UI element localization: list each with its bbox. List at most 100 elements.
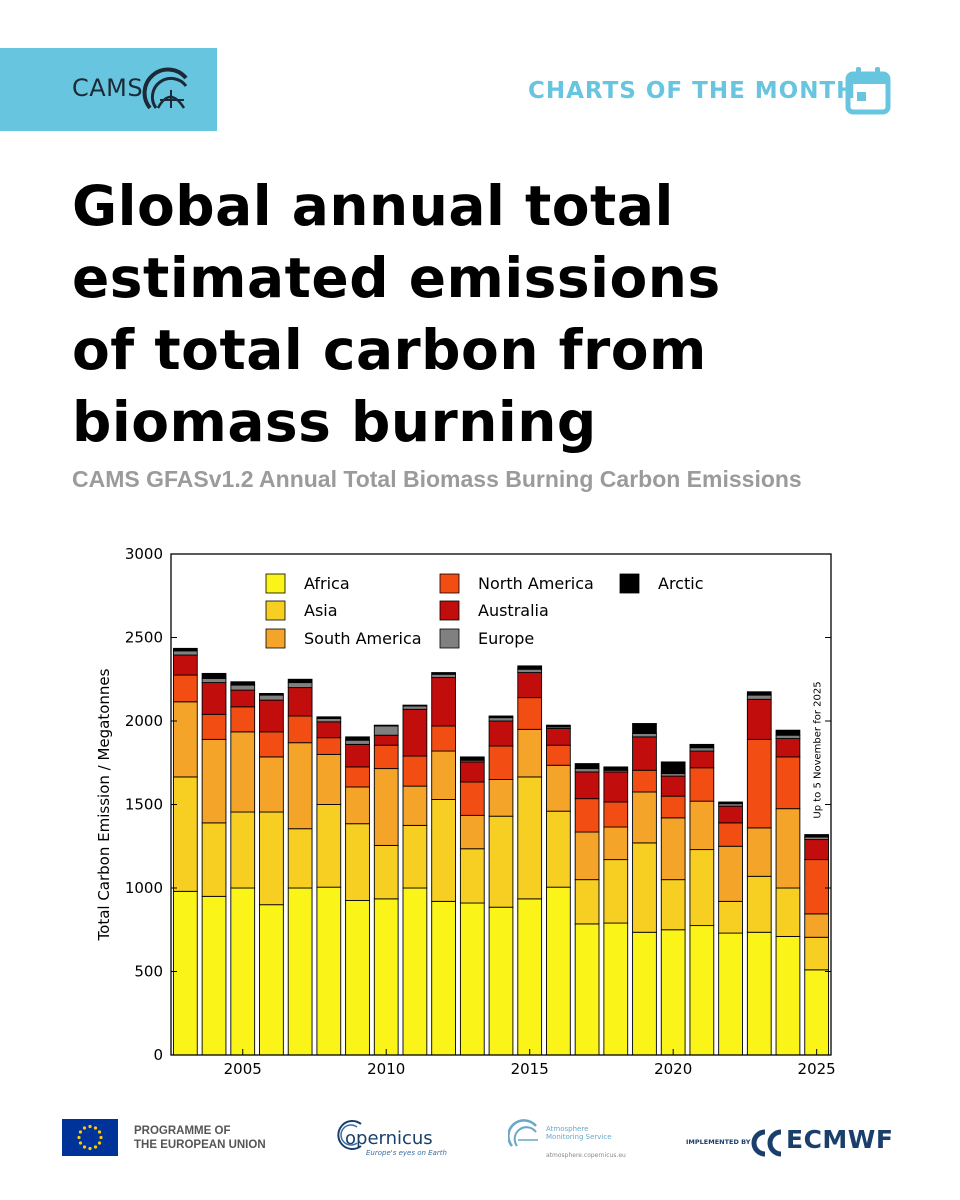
bar-segment — [517, 728, 543, 778]
bar-segment — [316, 737, 342, 755]
bar-segment — [172, 647, 198, 652]
bar-segment — [230, 811, 256, 889]
bar-segment — [488, 745, 514, 780]
bar-segment — [431, 725, 456, 752]
bar-segment — [488, 815, 514, 908]
bar-segment — [689, 750, 715, 769]
eu-star — [88, 1146, 92, 1151]
eu-star — [78, 1141, 83, 1145]
bar-segment — [718, 845, 743, 902]
bar-segment — [259, 811, 284, 906]
bar-segment — [488, 778, 514, 817]
implemented-by-label: IMPLEMENTED BY — [686, 1138, 751, 1146]
bar-segment — [574, 879, 600, 925]
legend-label: North America — [478, 574, 594, 593]
bar-segment — [546, 764, 571, 812]
bar-segment — [488, 715, 514, 719]
bar-segment — [804, 969, 830, 1056]
bar-segment — [316, 718, 342, 723]
legend-swatch — [439, 628, 460, 649]
bar-segment — [689, 743, 715, 749]
legend-label: Europe — [478, 629, 534, 648]
page-title: Global annual total estimated emissions … — [72, 170, 772, 458]
bar-segment — [775, 738, 801, 758]
bar-segment — [546, 810, 571, 888]
bar-segment — [259, 699, 284, 733]
bar-segment — [345, 900, 370, 1056]
bar-segment — [431, 750, 456, 800]
bar-segment — [546, 724, 571, 728]
bar-segment — [373, 744, 399, 770]
eu-star — [99, 1135, 103, 1140]
bar-segment — [287, 887, 313, 1056]
ecmwf-wordmark: ECMWF — [786, 1125, 894, 1154]
bar-segment — [517, 776, 543, 900]
bar-segment — [517, 668, 543, 674]
bar-segment — [603, 922, 629, 1056]
bar-segment — [746, 694, 772, 700]
bar-segment — [603, 859, 629, 924]
bar-segment — [402, 755, 428, 787]
x-tick-label: 2010 — [367, 1060, 405, 1078]
bar-segment — [316, 721, 342, 739]
title-line-3: of total carbon from — [72, 318, 707, 382]
bar-segment — [632, 791, 657, 844]
bar-segment — [775, 808, 801, 889]
bar-segment — [632, 723, 657, 734]
bar-segment — [775, 887, 801, 937]
cams-logo-box — [0, 48, 217, 131]
bar-segment — [172, 654, 198, 676]
bar-segment — [660, 879, 686, 931]
bar-segment — [172, 650, 198, 656]
bar-segment — [689, 767, 715, 802]
bar-segment — [172, 701, 198, 778]
ecmwf-logo-icon — [751, 1129, 782, 1157]
bar-segment — [373, 734, 399, 746]
bar-segment — [603, 766, 629, 771]
y-tick-label: 0 — [153, 1046, 163, 1064]
bar-segment — [546, 886, 571, 1056]
bar-segment — [259, 756, 284, 813]
ams-line-2: Monitoring Service — [546, 1133, 612, 1141]
bar-segment — [574, 763, 600, 770]
bar-segment — [201, 822, 227, 897]
bar-segment — [689, 849, 715, 927]
y-tick-label: 2000 — [125, 712, 163, 730]
bar-segment — [201, 672, 227, 679]
bar-segment — [287, 678, 313, 684]
bar-segment — [775, 734, 801, 739]
x-tick-label: 2015 — [511, 1060, 549, 1078]
legend-swatch — [439, 600, 460, 621]
bar-segment — [632, 769, 657, 793]
bar-segment — [689, 925, 715, 1056]
bar-segment — [632, 931, 657, 1056]
bar-segment — [517, 665, 543, 670]
bar-segment — [746, 691, 772, 696]
legend-swatch — [265, 628, 286, 649]
bar-segment — [345, 786, 370, 825]
bar-segment — [287, 828, 313, 889]
bar-segment — [517, 898, 543, 1056]
legend-label: Arctic — [658, 574, 703, 593]
bar-segment — [259, 694, 284, 701]
bar-segment — [259, 692, 284, 696]
y-tick-label: 1500 — [125, 796, 163, 814]
copernicus-wordmark: opernicus — [345, 1128, 433, 1149]
x-tick-label: 2025 — [798, 1060, 836, 1078]
bar-segment — [287, 687, 313, 717]
bar-segment — [431, 799, 456, 902]
bar-segment — [431, 673, 456, 679]
bar-segment — [574, 923, 600, 1056]
legend-label: South America — [304, 629, 422, 648]
bar-segment — [603, 801, 629, 828]
bar-segment — [459, 756, 485, 761]
y-tick-label: 500 — [134, 963, 163, 981]
bar-segment — [201, 677, 227, 684]
copernicus-tagline: Europe's eyes on Earth — [366, 1149, 447, 1157]
bar-segment — [632, 736, 657, 771]
bar-segment — [230, 684, 256, 691]
bar-segment — [201, 682, 227, 715]
bar-segment — [660, 795, 686, 819]
bar-segment — [718, 805, 743, 824]
bar-segment — [603, 826, 629, 861]
